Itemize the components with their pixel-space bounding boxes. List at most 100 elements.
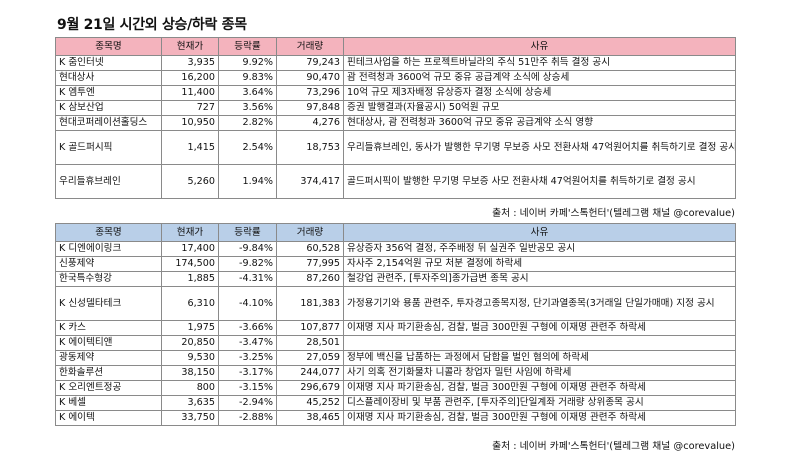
- stock-price: 17,400: [161, 241, 219, 257]
- stock-volume: 181,383: [276, 286, 344, 321]
- stock-change: 1.94%: [218, 164, 277, 199]
- header-price: 현재가: [161, 223, 219, 242]
- table-row: K 오리엔트정공 800 -3.15% 296,679 이재명 지사 파기환송심…: [55, 380, 736, 396]
- stock-name: 한화솔루션: [55, 365, 162, 381]
- header-name: 종목명: [55, 37, 162, 56]
- stock-price: 1,885: [161, 271, 219, 287]
- stock-price: 3,635: [161, 395, 219, 411]
- stock-reason: 현대상사, 괌 전력청과 3600억 규모 중유 공급계약 소식 영향: [343, 115, 736, 131]
- stock-reason: [343, 335, 736, 351]
- stock-name: K 오리엔트정공: [55, 380, 162, 396]
- stock-reason: 이재명 지사 파기환송심, 검찰, 벌금 300만원 구형에 이재명 관련주 하…: [343, 320, 736, 336]
- stock-price: 33,750: [161, 410, 219, 426]
- stock-name: 현대상사: [55, 70, 162, 86]
- table-row: K 에이텍 33,750 -2.88% 38,465 이재명 지사 파기환송심,…: [55, 410, 736, 426]
- stock-change: -9.82%: [218, 256, 277, 272]
- stock-name: K 삼보산업: [55, 100, 162, 116]
- stock-reason: 우리들휴브레인, 동사가 발행한 무기명 무보증 사모 전환사채 47억원어치를…: [343, 130, 736, 165]
- stock-name: K 줌인터넷: [55, 55, 162, 71]
- header-reason: 사유: [343, 223, 736, 242]
- stock-volume: 90,470: [276, 70, 344, 86]
- stock-price: 174,500: [161, 256, 219, 272]
- stock-volume: 27,059: [276, 350, 344, 366]
- table-row: 한화솔루션 38,150 -3.17% 244,077 사기 의혹 전기화물차 …: [55, 365, 736, 381]
- stock-reason: 골드퍼시픽이 발행한 무기명 무보증 사모 전환사채 47억원어치를 취득하기로…: [343, 164, 736, 199]
- stock-name: 우리들휴브레인: [55, 164, 162, 199]
- falling-stocks-table: 종목명 현재가 등락률 거래량 사유 K 디엔에이링크 17,400 -9.84…: [55, 223, 736, 426]
- stock-price: 38,150: [161, 365, 219, 381]
- stock-name: K 엠투엔: [55, 85, 162, 101]
- stock-volume: 28,501: [276, 335, 344, 351]
- table-row: K 줌인터넷 3,935 9.92% 79,243 핀테크사업을 하는 프로젝트…: [55, 55, 736, 71]
- stock-change: -3.17%: [218, 365, 277, 381]
- stock-price: 16,200: [161, 70, 219, 86]
- stock-name: K 에이텍티앤: [55, 335, 162, 351]
- table-row: 현대코퍼레이션홀딩스 10,950 2.82% 4,276 현대상사, 괌 전력…: [55, 115, 736, 131]
- stock-reason: 유상증자 356억 결정, 주주배정 뒤 실권주 일반공모 공시: [343, 241, 736, 257]
- table-row: K 디엔에이링크 17,400 -9.84% 60,528 유상증자 356억 …: [55, 241, 736, 257]
- stock-volume: 18,753: [276, 130, 344, 165]
- table-row: K 에이텍티앤 20,850 -3.47% 28,501: [55, 335, 736, 351]
- table-row: 한국특수형강 1,885 -4.31% 87,260 철강업 관련주, [투자주…: [55, 271, 736, 287]
- stock-reason: 10억 규모 제3자배정 유상증자 결정 소식에 상승세: [343, 85, 736, 101]
- stock-change: 3.64%: [218, 85, 277, 101]
- stock-price: 727: [161, 100, 219, 116]
- stock-name: 한국특수형강: [55, 271, 162, 287]
- stock-volume: 107,877: [276, 320, 344, 336]
- stock-change: -3.66%: [218, 320, 277, 336]
- stock-volume: 45,252: [276, 395, 344, 411]
- table-row: 우리들휴브레인 5,260 1.94% 374,417 골드퍼시픽이 발행한 무…: [55, 164, 736, 199]
- table-row: K 카스 1,975 -3.66% 107,877 이재명 지사 파기환송심, …: [55, 320, 736, 336]
- stock-volume: 60,528: [276, 241, 344, 257]
- stock-reason: 자사주 2,154억원 규모 처분 결정에 하락세: [343, 256, 736, 272]
- stock-price: 6,310: [161, 286, 219, 321]
- header-name: 종목명: [55, 223, 162, 242]
- stock-price: 5,260: [161, 164, 219, 199]
- stock-price: 20,850: [161, 335, 219, 351]
- source-note: 출처 : 네이버 카페'스톡헌터'(텔레그램 채널 @corevalue): [492, 441, 735, 452]
- stock-name: 신풍제약: [55, 256, 162, 272]
- stock-volume: 244,077: [276, 365, 344, 381]
- table-row: K 엠투엔 11,400 3.64% 73,296 10억 규모 제3자배정 유…: [55, 85, 736, 101]
- stock-change: -2.94%: [218, 395, 277, 411]
- stock-volume: 73,296: [276, 85, 344, 101]
- table-row: 광동제약 9,530 -3.25% 27,059 정부에 백신을 납품하는 과정…: [55, 350, 736, 366]
- stock-reason: 디스플레이장비 및 부품 관련주, [투자주의]단일계좌 거래량 상위종목 공시: [343, 395, 736, 411]
- stock-volume: 38,465: [276, 410, 344, 426]
- stock-volume: 296,679: [276, 380, 344, 396]
- stock-name: K 신성델타테크: [55, 286, 162, 321]
- stock-reason: 사기 의혹 전기화물차 니콜라 창업자 밀턴 사임에 하락세: [343, 365, 736, 381]
- stock-name: 광동제약: [55, 350, 162, 366]
- stock-change: 9.92%: [218, 55, 277, 71]
- stock-price: 800: [161, 380, 219, 396]
- stock-name: K 골드퍼시픽: [55, 130, 162, 165]
- stock-volume: 77,995: [276, 256, 344, 272]
- stock-price: 9,530: [161, 350, 219, 366]
- page-title: 9월 21일 시간외 상승/하락 종목: [57, 17, 247, 33]
- table-row: K 삼보산업 727 3.56% 97,848 증권 발행결과(자율공시) 50…: [55, 100, 736, 116]
- stock-price: 1,975: [161, 320, 219, 336]
- stock-change: -9.84%: [218, 241, 277, 257]
- stock-change: 2.82%: [218, 115, 277, 131]
- stock-reason: 괌 전력청과 3600억 규모 중유 공급계약 소식에 상승세: [343, 70, 736, 86]
- header-volume: 거래량: [276, 37, 344, 56]
- table-row: K 신성델타테크 6,310 -4.10% 181,383 가정용기기와 용품 …: [55, 286, 736, 321]
- stock-change: 3.56%: [218, 100, 277, 116]
- stock-name: K 에이텍: [55, 410, 162, 426]
- stock-volume: 87,260: [276, 271, 344, 287]
- header-change: 등락률: [218, 223, 277, 242]
- stock-name: K 카스: [55, 320, 162, 336]
- stock-name: 현대코퍼레이션홀딩스: [55, 115, 162, 131]
- header-reason: 사유: [343, 37, 736, 56]
- stock-volume: 97,848: [276, 100, 344, 116]
- stock-change: -4.10%: [218, 286, 277, 321]
- stock-price: 11,400: [161, 85, 219, 101]
- table-row: K 베셀 3,635 -2.94% 45,252 디스플레이장비 및 부품 관련…: [55, 395, 736, 411]
- header-change: 등락률: [218, 37, 277, 56]
- stock-reason: 핀테크사업을 하는 프로젝트바닐라의 주식 51만주 취득 결정 공시: [343, 55, 736, 71]
- header-volume: 거래량: [276, 223, 344, 242]
- table-row: 현대상사 16,200 9.83% 90,470 괌 전력청과 3600억 규모…: [55, 70, 736, 86]
- stock-change: 9.83%: [218, 70, 277, 86]
- table-row: K 골드퍼시픽 1,415 2.54% 18,753 우리들휴브레인, 동사가 …: [55, 130, 736, 165]
- stock-change: -4.31%: [218, 271, 277, 287]
